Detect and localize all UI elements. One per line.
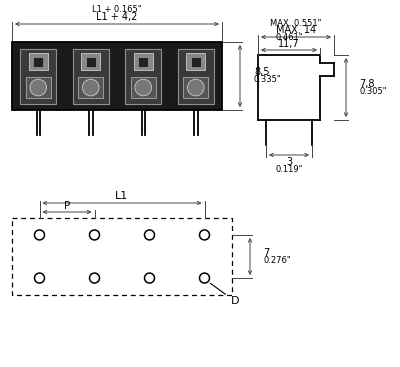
Text: MAX. 0.551": MAX. 0.551" <box>270 18 322 28</box>
Bar <box>29 53 48 70</box>
Text: 7,8: 7,8 <box>359 79 374 88</box>
Bar <box>26 77 51 98</box>
Text: P: P <box>64 201 70 211</box>
Bar <box>20 48 56 103</box>
Text: 0.305": 0.305" <box>359 87 386 96</box>
Text: L1 + 0.165": L1 + 0.165" <box>92 6 142 15</box>
Bar <box>12 218 232 295</box>
Text: D: D <box>210 283 239 306</box>
Text: 0.119": 0.119" <box>275 164 303 174</box>
Circle shape <box>82 79 99 96</box>
Circle shape <box>90 273 100 283</box>
Bar <box>183 77 208 98</box>
Circle shape <box>144 230 154 240</box>
Circle shape <box>200 273 210 283</box>
Circle shape <box>200 230 210 240</box>
Circle shape <box>135 79 152 96</box>
Circle shape <box>90 230 100 240</box>
Circle shape <box>30 79 46 96</box>
Bar <box>33 57 43 66</box>
Bar <box>73 48 109 103</box>
Text: 7: 7 <box>263 247 269 258</box>
Text: 0.335": 0.335" <box>254 76 282 84</box>
Bar <box>191 57 201 66</box>
Circle shape <box>34 230 44 240</box>
Circle shape <box>34 273 44 283</box>
Bar <box>86 57 96 66</box>
Bar <box>78 77 103 98</box>
Text: 0.276": 0.276" <box>263 256 291 265</box>
Bar <box>125 48 161 103</box>
Bar <box>131 77 156 98</box>
Circle shape <box>144 273 154 283</box>
Text: L1 + 4,2: L1 + 4,2 <box>96 12 138 22</box>
Bar <box>134 53 153 70</box>
Text: MAX. 14: MAX. 14 <box>276 25 316 35</box>
Bar <box>138 57 148 66</box>
Text: 3: 3 <box>286 157 292 167</box>
Bar <box>186 53 205 70</box>
Bar <box>178 48 214 103</box>
Text: L1: L1 <box>115 191 129 201</box>
Text: 8,5: 8,5 <box>254 67 270 77</box>
Bar <box>12 42 222 110</box>
Bar <box>81 53 100 70</box>
Circle shape <box>188 79 204 96</box>
Text: 11,7: 11,7 <box>278 39 300 49</box>
Text: 0.461": 0.461" <box>275 33 303 41</box>
